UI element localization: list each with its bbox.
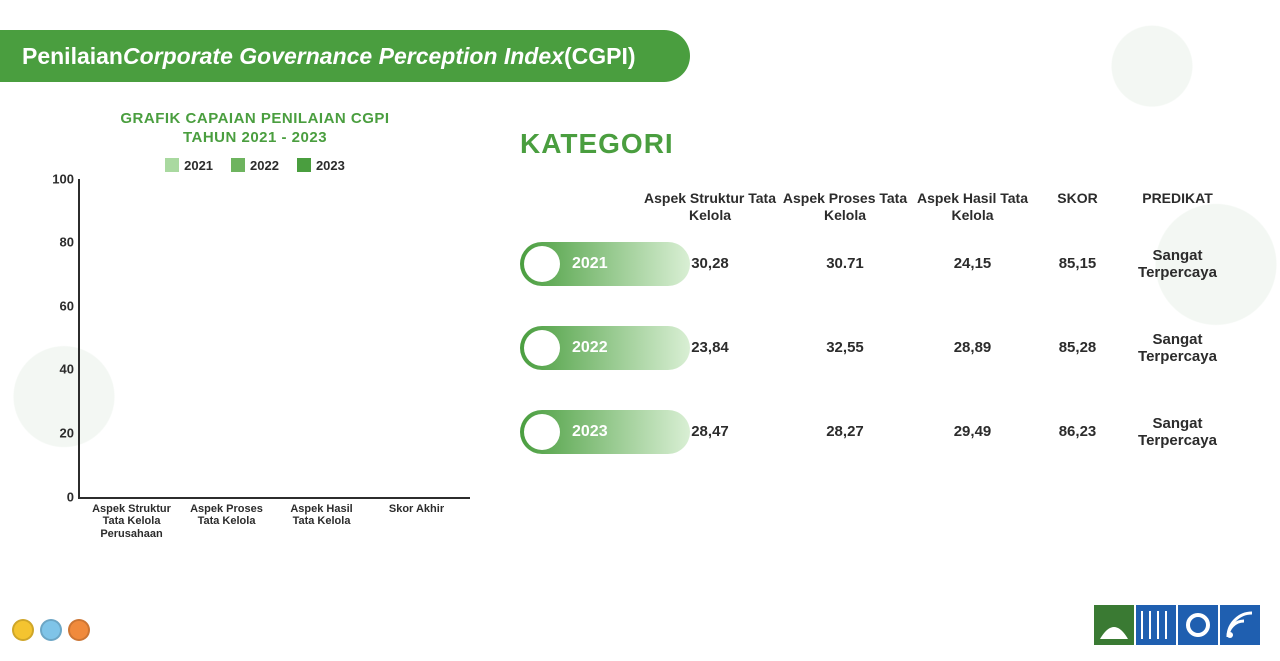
year-label: 2021 (572, 255, 608, 273)
legend-item-2023: 2023 (297, 158, 345, 173)
footer-icon-1 (1094, 605, 1134, 645)
row-values: 30,2830.7124,1585,15Sangat Terpercaya (640, 247, 1235, 281)
cell-hasil: 24,15 (910, 255, 1035, 272)
year-label: 2023 (572, 423, 608, 441)
kategori-heading: KATEGORI (520, 128, 1260, 160)
kategori-rows: 2021 30,2830.7124,1585,15Sangat Terpercay… (520, 242, 1260, 454)
chart-xlabel: Skor Akhir (377, 503, 457, 541)
year-pill: 2022 (520, 326, 690, 370)
title-suffix: (CGPI) (564, 43, 636, 70)
cell-hasil: 29,49 (910, 423, 1035, 440)
chart-x-labels: Aspek Struktur Tata Kelola Perusahaan Asp… (78, 499, 470, 541)
row-values: 28,4728,2729,4986,23Sangat Terpercaya (640, 415, 1235, 449)
cell-skor: 85,15 (1035, 255, 1120, 272)
chart-legend: 2021 2022 2023 (40, 158, 470, 173)
decorative-dot (40, 619, 62, 641)
chart-ytick: 0 (42, 489, 74, 504)
decorative-dot (68, 619, 90, 641)
chart-xlabel: Aspek Hasil Tata Kelola (282, 503, 362, 541)
chart-ytick: 40 (42, 362, 74, 377)
row-values: 23,8432,5528,8985,28Sangat Terpercaya (640, 331, 1235, 365)
kategori-panel: KATEGORI Aspek Struktur Tata Kelola Aspe… (520, 128, 1260, 494)
cell-skor: 85,28 (1035, 339, 1120, 356)
chart-ytick: 60 (42, 298, 74, 313)
chart-xlabel: Aspek Proses Tata Kelola (187, 503, 267, 541)
year-pill: 2021 (520, 242, 690, 286)
cell-proses: 28,27 (780, 423, 910, 440)
footer-icon-strip (1094, 605, 1260, 645)
chart-ytick: 100 (42, 171, 74, 186)
cell-predikat: Sangat Terpercaya (1120, 331, 1235, 365)
table-row: 2021 30,2830.7124,1585,15Sangat Terpercay… (520, 242, 1260, 286)
year-pill: 2023 (520, 410, 690, 454)
chart-title-line1: GRAFIK CAPAIAN PENILAIAN CGPI (120, 110, 389, 127)
decorative-dots (12, 619, 90, 641)
cell-skor: 86,23 (1035, 423, 1120, 440)
col-header-proses: Aspek Proses Tata Kelola (780, 190, 910, 224)
table-row: 2022 23,8432,5528,8985,28Sangat Terpercay… (520, 326, 1260, 370)
chart-ytick: 20 (42, 425, 74, 440)
cell-hasil: 28,89 (910, 339, 1035, 356)
chart-title-line2: TAHUN 2021 - 2023 (183, 129, 327, 146)
cell-predikat: Sangat Terpercaya (1120, 415, 1235, 449)
footer-icon-3 (1178, 605, 1218, 645)
chart-bars-area (80, 179, 470, 497)
col-header-hasil: Aspek Hasil Tata Kelola (910, 190, 1035, 224)
page-title-bar: Penilaian Corporate Governance Perceptio… (0, 30, 690, 82)
title-prefix: Penilaian (22, 43, 123, 70)
decorative-dot (12, 619, 34, 641)
col-header-struktur: Aspek Struktur Tata Kelola (640, 190, 780, 224)
legend-item-2022: 2022 (231, 158, 279, 173)
cell-proses: 32,55 (780, 339, 910, 356)
col-header-predikat: PREDIKAT (1120, 190, 1235, 224)
chart-xlabel: Aspek Struktur Tata Kelola Perusahaan (92, 503, 172, 541)
footer-icon-4 (1220, 605, 1260, 645)
cell-predikat: Sangat Terpercaya (1120, 247, 1235, 281)
table-header-row: Aspek Struktur Tata Kelola Aspek Proses … (520, 190, 1260, 224)
footer-icon-2 (1136, 605, 1176, 645)
chart-panel: GRAFIK CAPAIAN PENILAIAN CGPI TAHUN 2021… (40, 110, 470, 540)
chart-plot-area: 020406080100 (78, 179, 470, 499)
chart-title: GRAFIK CAPAIAN PENILAIAN CGPI TAHUN 2021… (40, 110, 470, 148)
col-header-skor: SKOR (1035, 190, 1120, 224)
pill-dot (524, 414, 560, 450)
cell-proses: 30.71 (780, 255, 910, 272)
title-italic: Corporate Governance Perception Index (123, 43, 564, 70)
year-label: 2022 (572, 339, 608, 357)
legend-item-2021: 2021 (165, 158, 213, 173)
table-row: 2023 28,4728,2729,4986,23Sangat Terpercay… (520, 410, 1260, 454)
pill-dot (524, 246, 560, 282)
chart-ytick: 80 (42, 235, 74, 250)
pill-dot (524, 330, 560, 366)
